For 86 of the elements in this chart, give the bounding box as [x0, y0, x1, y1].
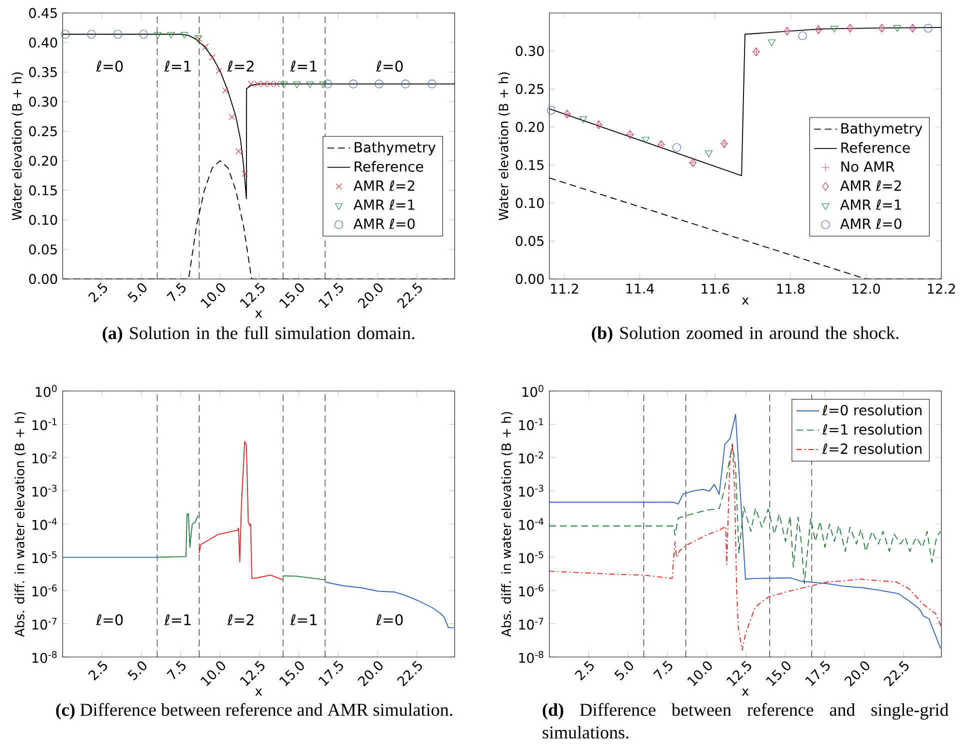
y-tick-label: 10$^{-3}$ — [32, 484, 57, 497]
legend-label: AMR ℓ=0 — [353, 218, 415, 230]
x-tick-label: 12.0 — [852, 284, 880, 294]
legend-label: AMR ℓ=1 — [840, 199, 901, 210]
y-tick-label: 0.45 — [29, 8, 57, 18]
x-tick-label: 11.8 — [777, 284, 804, 294]
y-tick-label: 0.25 — [516, 84, 544, 94]
y-tick-label: 10$^{-4}$ — [519, 518, 544, 530]
legend-label: ℓ=0 resolution — [822, 404, 922, 416]
legend-label: ℓ=2 resolution — [822, 443, 922, 454]
annotation: ℓ=1 — [290, 60, 317, 72]
legend-label: Bathymetry — [841, 122, 922, 136]
y-tick-label: 0.40 — [29, 37, 58, 48]
y-tick-label: 0.25 — [29, 126, 57, 136]
y-tick-label: 0.05 — [516, 236, 544, 246]
y-axis-title: Abs. diff. in water elevation (B + h) — [14, 412, 26, 637]
y-tick-label: 10$^{0}$ — [522, 385, 544, 397]
x-axis-title: x — [255, 310, 262, 318]
legend-label: Reference — [841, 142, 910, 153]
y-tick-label: 0.30 — [516, 46, 544, 56]
text: (c) Difference between reference and AMR simulation. — [56, 703, 452, 720]
y-axis-title: Water elevation (B + h) — [498, 72, 510, 220]
y-tick-label: 0.15 — [516, 160, 544, 170]
y-tick-label: 10$^{-8}$ — [32, 651, 57, 663]
y-tick-label: 0.15 — [29, 185, 57, 196]
y-tick-label: 0.00 — [29, 274, 58, 284]
y-axis-title: Abs. diff. in water elevation (B + h) — [501, 412, 513, 637]
x-tick-label: 5.0 — [614, 661, 634, 680]
x-tick-label: 2.5 — [88, 660, 108, 681]
y-axis-title: Water elevation (B + h) — [12, 72, 24, 220]
annotation: ℓ=0 — [96, 614, 123, 626]
x-axis-title: x — [742, 688, 749, 696]
y-tick-label: 0.35 — [29, 67, 57, 78]
y-tick-label: 0.05 — [29, 244, 57, 254]
annotation: ℓ=0 — [96, 60, 123, 72]
annotation: ℓ=2 — [227, 614, 254, 626]
y-tick-label: 0.30 — [29, 96, 58, 107]
legend-label: Bathymetry — [354, 142, 436, 156]
annotation: ℓ=2 — [227, 60, 254, 72]
x-tick-label: 12.2 — [928, 284, 955, 294]
y-tick-label: 10$^{0}$ — [36, 385, 57, 397]
y-tick-label: 10$^{-8}$ — [519, 651, 544, 663]
legend-label: AMR ℓ=2 — [840, 180, 901, 191]
annotation: ℓ=0 — [376, 614, 403, 626]
legend-label: AMR ℓ=0 — [840, 218, 902, 230]
annotation: ℓ=1 — [290, 614, 317, 626]
x-tick-label: 5.0 — [128, 283, 146, 302]
y-tick-label: 10$^{-2}$ — [32, 452, 56, 464]
y-tick-label: 10$^{-1}$ — [519, 418, 544, 430]
y-tick-label: 10$^{-5}$ — [32, 551, 56, 564]
y-tick-label: 0.20 — [516, 122, 544, 132]
text: (d) Difference between reference and single-grid simulations. — [542, 703, 948, 739]
y-tick-label: 10$^{-5}$ — [519, 551, 544, 564]
text: (a) Solution in the full simulation domain. — [102, 326, 414, 343]
x-tick-label: 11.2 — [551, 284, 578, 294]
legend-label: AMR ℓ=1 — [353, 199, 414, 210]
x-tick-label: 7.5 — [166, 282, 186, 302]
legend-label: Reference — [354, 161, 424, 172]
x-tick-label: 7.5 — [653, 660, 672, 680]
x-axis-title: x — [742, 298, 749, 305]
y-tick-label: 10$^{-1}$ — [32, 418, 56, 430]
x-tick-label: 7.5 — [166, 660, 186, 680]
y-tick-label: 10$^{-7}$ — [519, 618, 544, 630]
y-tick-label: 10$^{-6}$ — [519, 584, 544, 596]
x-tick-label: 5.0 — [128, 661, 146, 680]
legend-label: No AMR — [841, 161, 894, 172]
annotation: ℓ=1 — [164, 60, 191, 72]
x-tick-label: 2.5 — [574, 660, 594, 681]
x-axis-title: x — [255, 688, 262, 696]
legend-label: ℓ=1 resolution — [822, 424, 922, 435]
y-tick-label: 10$^{-7}$ — [32, 618, 57, 630]
y-tick-label: 10$^{-2}$ — [519, 452, 544, 464]
x-tick-label: 2.5 — [88, 282, 108, 303]
y-tick-label: 0.00 — [516, 274, 544, 284]
annotation: ℓ=0 — [376, 60, 403, 72]
y-tick-label: 10$^{-3}$ — [519, 484, 544, 497]
x-tick-label: 11.4 — [626, 284, 654, 294]
y-tick-label: 10$^{-4}$ — [32, 518, 57, 530]
y-tick-label: 10$^{-6}$ — [32, 584, 57, 596]
legend-label: AMR ℓ=2 — [353, 180, 414, 191]
text: (b) Solution zoomed in around the shock. — [592, 326, 898, 343]
y-tick-label: 0.20 — [29, 156, 58, 166]
y-tick-label: 0.10 — [29, 214, 58, 225]
y-tick-label: 0.10 — [516, 198, 544, 208]
annotation: ℓ=1 — [164, 614, 191, 626]
x-tick-label: 11.6 — [702, 284, 730, 294]
